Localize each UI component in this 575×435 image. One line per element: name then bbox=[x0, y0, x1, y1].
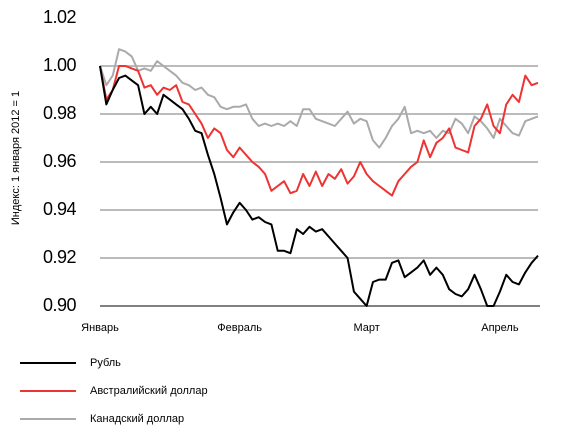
y-tick-label: 1.02 bbox=[43, 7, 77, 27]
y-tick-label: 0.94 bbox=[43, 199, 77, 219]
legend-label: Австралийский доллар bbox=[90, 385, 208, 397]
x-tick-label: Апрель bbox=[481, 322, 519, 334]
series-line bbox=[99, 65, 539, 307]
y-tick-label: 0.96 bbox=[43, 151, 77, 171]
x-tick-label: Март bbox=[353, 322, 379, 334]
legend-label: Канадский доллар bbox=[90, 413, 184, 425]
y-tick-label: 0.98 bbox=[43, 103, 77, 123]
y-axis-label: Индекс: 1 января 2012 = 1 bbox=[10, 91, 22, 225]
y-tick-label: 0.90 bbox=[43, 295, 77, 315]
series-line bbox=[99, 48, 539, 149]
y-tick-label: 0.92 bbox=[43, 247, 77, 267]
legend-label: Рубль bbox=[90, 357, 121, 369]
x-tick-label: Февраль bbox=[217, 322, 262, 334]
series-line bbox=[99, 65, 539, 197]
y-tick-label: 1.00 bbox=[43, 55, 77, 75]
x-tick-label: Январь bbox=[81, 322, 119, 334]
